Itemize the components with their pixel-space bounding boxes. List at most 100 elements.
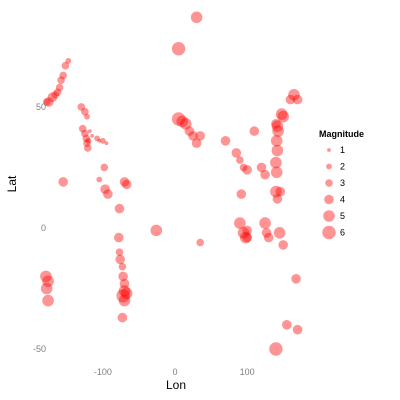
data-point	[53, 88, 62, 97]
x-tick-label: -100	[94, 367, 112, 377]
data-point	[100, 137, 106, 144]
points-layer	[40, 11, 303, 356]
data-point	[118, 285, 131, 297]
data-point	[84, 113, 90, 120]
data-point	[256, 162, 267, 173]
x-axis-ticks: -100 0 100	[94, 367, 255, 377]
data-point	[104, 141, 109, 146]
data-point	[81, 107, 89, 116]
data-point	[275, 186, 286, 197]
data-point	[282, 320, 292, 330]
data-point	[118, 294, 131, 307]
data-point	[47, 92, 58, 102]
data-point	[272, 194, 283, 204]
legend-title: Magnitude	[319, 129, 364, 139]
data-point	[119, 278, 130, 289]
data-point	[115, 248, 124, 256]
data-point	[90, 134, 94, 138]
data-point	[121, 179, 132, 190]
data-point	[115, 254, 125, 265]
data-point	[118, 262, 127, 271]
data-point	[58, 177, 68, 187]
data-point	[269, 342, 283, 356]
data-point	[85, 137, 92, 144]
data-point	[42, 275, 54, 288]
data-point	[84, 144, 92, 152]
legend-label: 4	[340, 195, 345, 205]
data-point	[234, 217, 246, 229]
data-point	[40, 270, 52, 283]
data-point	[261, 228, 272, 238]
data-point	[40, 282, 53, 295]
data-point	[273, 227, 286, 239]
legend: Magnitude 1 2 3 4 5 6	[319, 129, 364, 240]
data-point	[259, 217, 271, 229]
data-point	[291, 274, 301, 284]
data-point	[103, 189, 113, 199]
data-point	[271, 144, 284, 157]
data-point	[236, 156, 244, 164]
data-point	[114, 203, 125, 214]
data-point	[114, 232, 124, 243]
data-point	[242, 232, 252, 243]
data-point	[78, 124, 87, 133]
data-point	[44, 97, 54, 107]
data-point	[94, 135, 100, 142]
legend-key	[327, 148, 331, 152]
y-axis-ticks: -50 0 50	[33, 102, 46, 354]
legend-label: 6	[340, 228, 345, 238]
data-point	[288, 89, 300, 101]
data-point	[171, 112, 186, 126]
data-point	[57, 76, 65, 84]
x-axis-title: Lon	[166, 378, 186, 392]
data-point	[59, 71, 67, 80]
data-point	[231, 148, 242, 158]
data-point	[180, 118, 192, 130]
data-point	[239, 231, 252, 244]
y-axis-title: Lat	[5, 175, 19, 192]
data-point	[176, 115, 188, 128]
data-point	[249, 126, 260, 136]
data-point	[81, 129, 89, 138]
data-point	[42, 294, 54, 307]
data-point	[277, 110, 290, 123]
data-point	[171, 42, 186, 56]
data-point	[270, 185, 282, 198]
data-point	[272, 125, 284, 137]
y-tick-label: -50	[33, 344, 46, 354]
data-point	[55, 83, 64, 92]
data-point	[239, 163, 248, 172]
data-point	[150, 224, 163, 237]
data-point	[237, 227, 250, 239]
data-point	[263, 232, 274, 243]
data-point	[77, 103, 86, 111]
data-point	[82, 134, 91, 143]
data-point	[97, 138, 102, 143]
legend-key	[324, 194, 334, 205]
legend-key	[322, 225, 336, 240]
legend-key	[325, 179, 333, 187]
y-tick-label: 0	[41, 223, 46, 233]
data-point	[61, 61, 70, 70]
data-point	[242, 225, 252, 236]
data-point	[260, 169, 270, 180]
legend-label: 2	[340, 162, 345, 172]
data-point	[292, 324, 303, 335]
data-point	[271, 119, 281, 129]
legend-entries: 1 2 3 4 5 6	[322, 145, 345, 240]
data-point	[119, 177, 130, 187]
data-point	[88, 129, 92, 134]
data-point	[100, 163, 109, 172]
data-point	[96, 176, 103, 183]
legend-label: 3	[340, 178, 345, 188]
data-point	[188, 131, 198, 141]
data-point	[270, 156, 282, 169]
data-point	[51, 91, 60, 99]
data-point	[42, 98, 51, 106]
data-point	[271, 120, 284, 132]
data-point	[236, 189, 247, 199]
data-point	[220, 136, 231, 146]
y-tick-label: 50	[36, 102, 46, 112]
data-point	[270, 135, 283, 147]
